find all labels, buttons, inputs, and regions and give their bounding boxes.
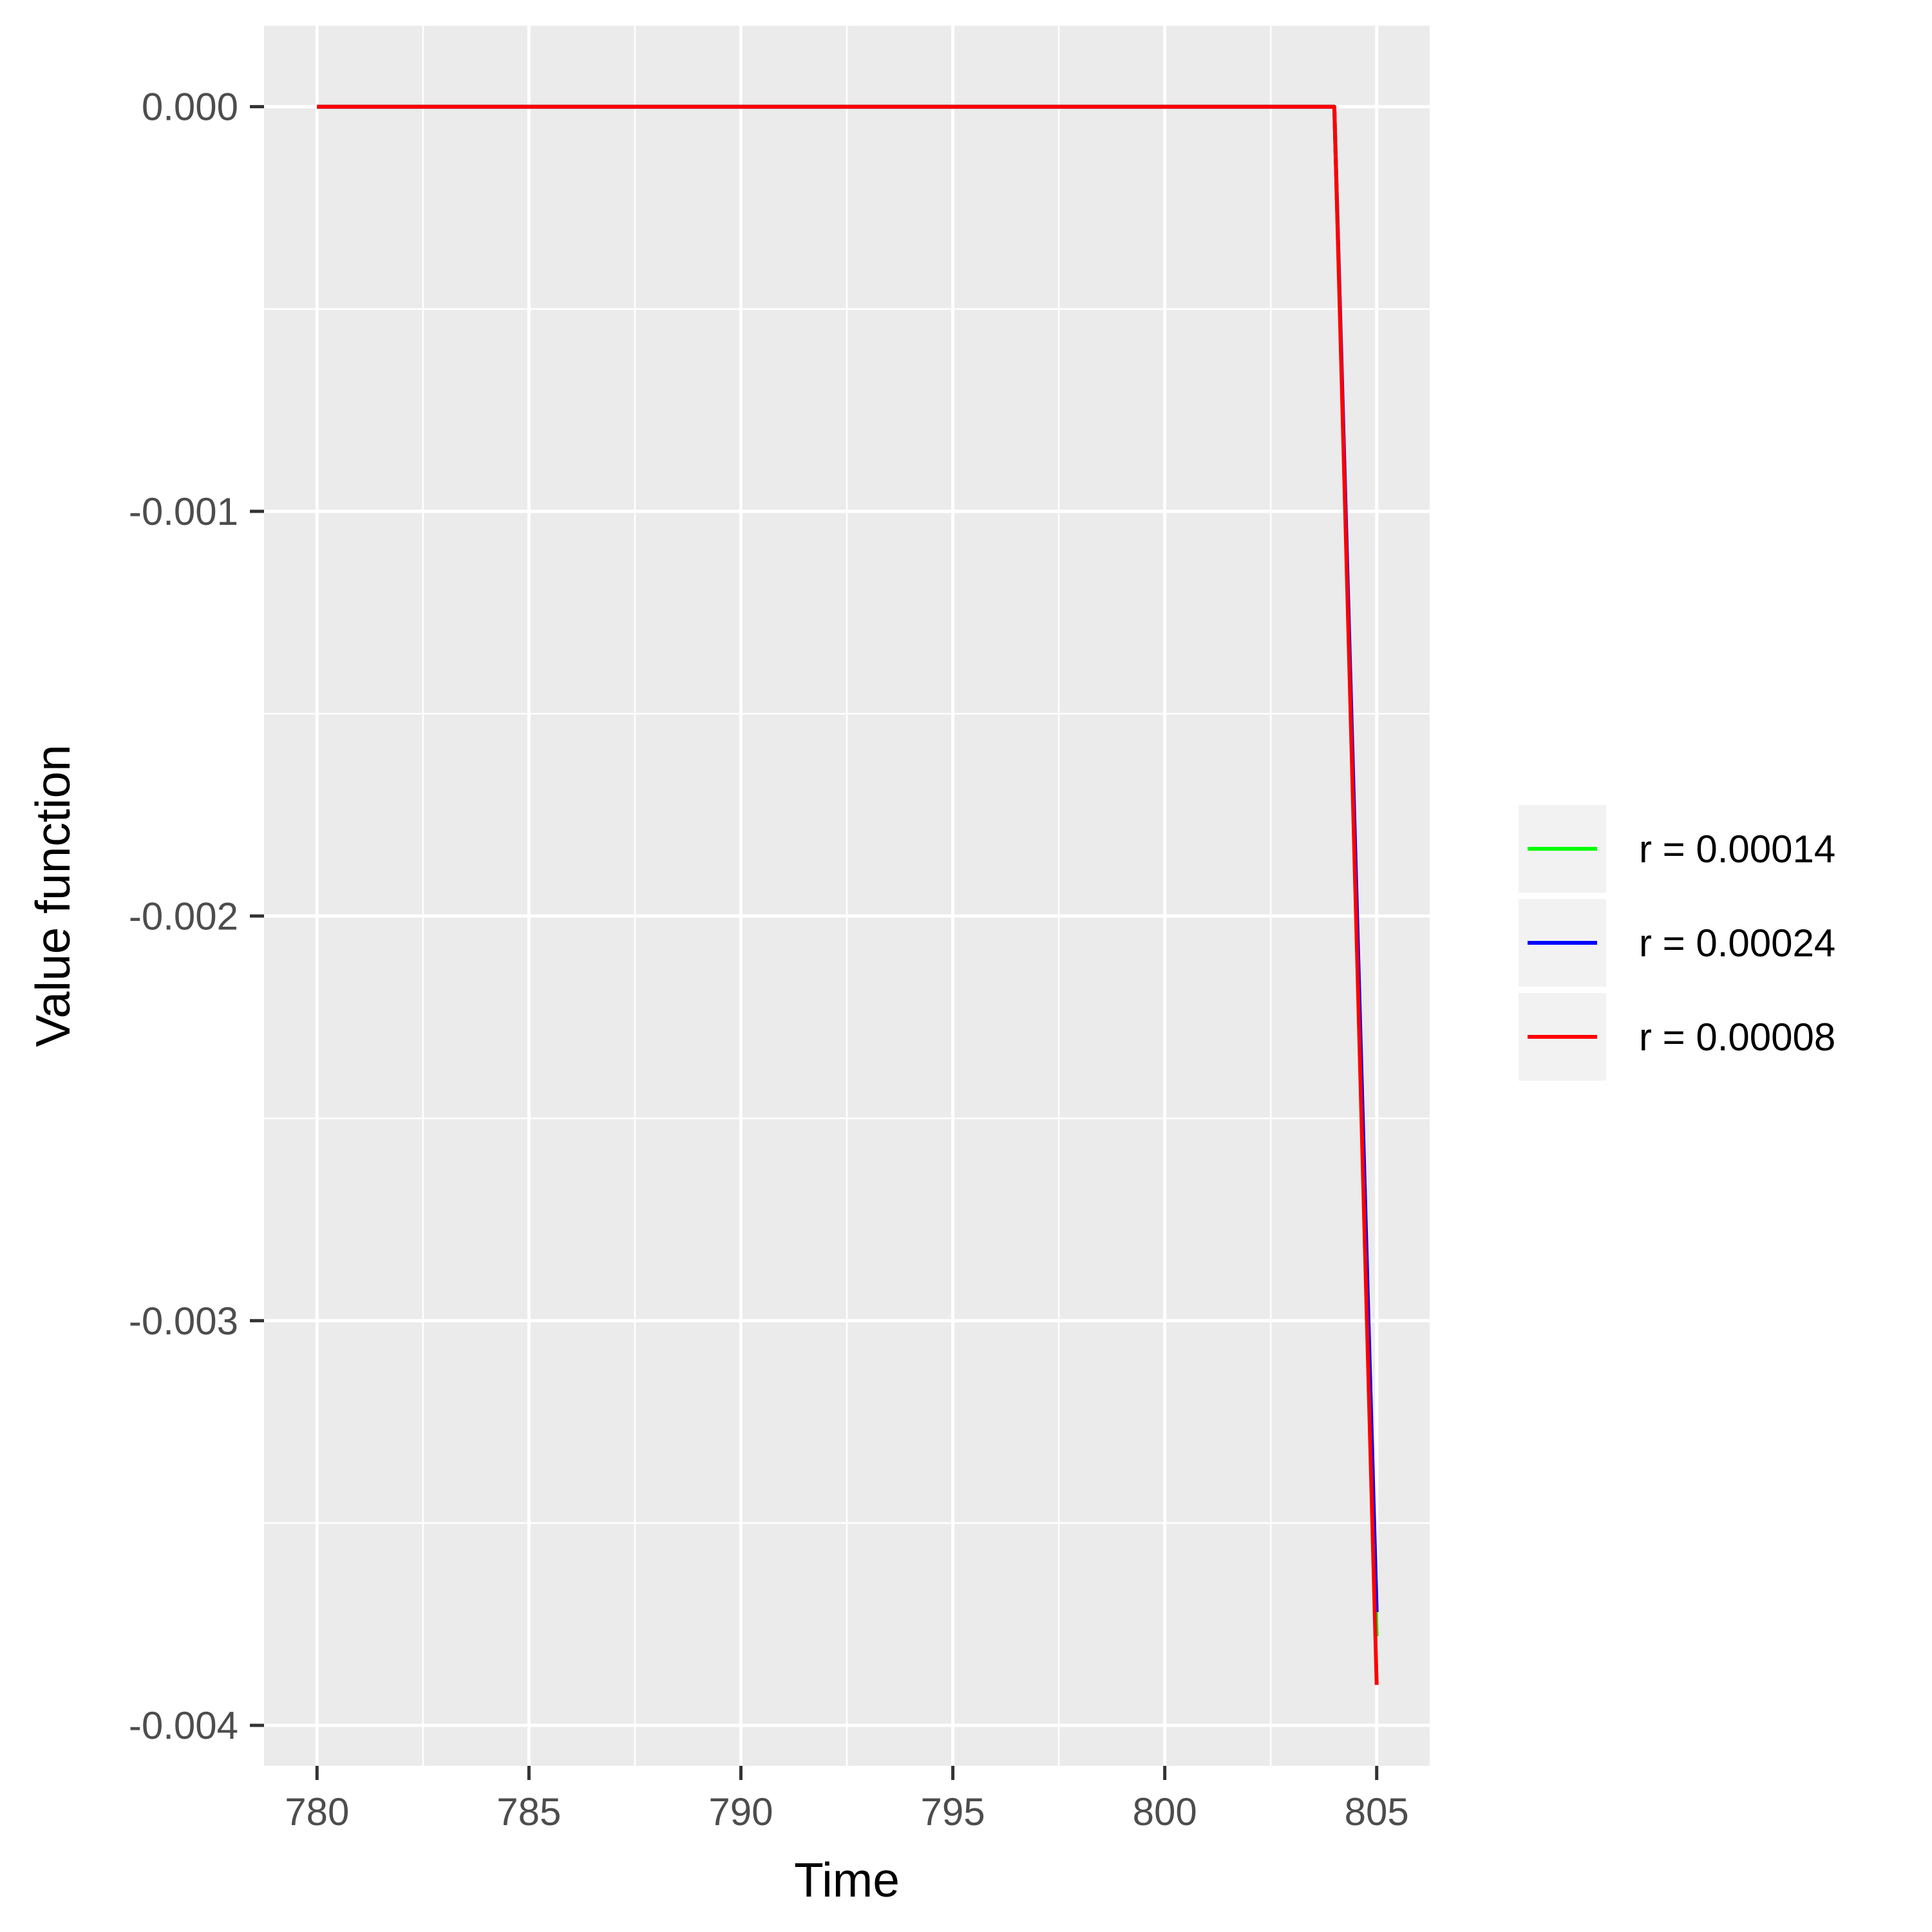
y-tick-label: 0.000 — [142, 86, 238, 129]
series-lines — [317, 104, 1379, 1685]
legend-label: r = 0.00008 — [1639, 1016, 1835, 1059]
x-tick-label: 805 — [1345, 1790, 1409, 1833]
y-tick-label: -0.003 — [129, 1300, 238, 1343]
series-line-3 — [317, 104, 1379, 1685]
legend-label: r = 0.00024 — [1639, 922, 1835, 965]
x-tick-label: 800 — [1133, 1790, 1197, 1833]
minor-gridlines — [264, 26, 1430, 1766]
x-tick-label: 795 — [920, 1790, 985, 1833]
x-tick-label: 785 — [497, 1790, 561, 1833]
legend-label: r = 0.00014 — [1639, 828, 1835, 871]
y-axis: 0.000 -0.001 -0.002 -0.003 -0.004 — [129, 86, 264, 1747]
x-tick-label: 780 — [285, 1790, 349, 1833]
y-axis-title: Value function — [26, 744, 80, 1047]
x-axis: 780 785 790 795 800 805 — [285, 1766, 1409, 1833]
x-axis-title: Time — [794, 1853, 900, 1907]
x-tick-label: 790 — [708, 1790, 773, 1833]
y-tick-label: -0.004 — [129, 1704, 238, 1747]
y-tick-label: -0.002 — [129, 895, 238, 938]
y-tick-label: -0.001 — [129, 490, 238, 533]
legend: r = 0.00014 r = 0.00024 r = 0.00008 — [1519, 805, 1835, 1081]
